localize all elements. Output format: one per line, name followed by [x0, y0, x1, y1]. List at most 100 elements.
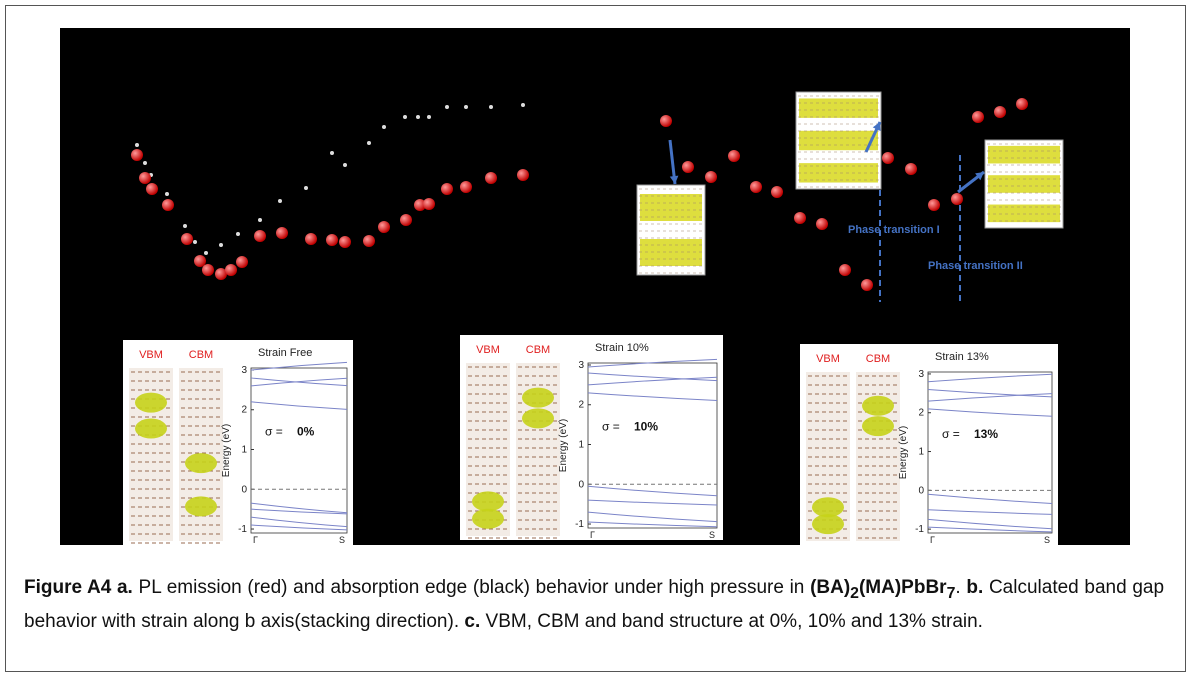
pl-marker: [705, 171, 717, 183]
caption-label: c.: [464, 611, 480, 632]
absorption-marker: [445, 105, 449, 109]
pl-marker: [441, 183, 453, 195]
pl-marker: [972, 111, 984, 123]
pl-marker: [882, 152, 894, 164]
cbm-label: CBM: [189, 349, 213, 361]
absorption-marker: [427, 115, 431, 119]
x-tick-label: Γ: [253, 535, 258, 545]
absorption-marker: [367, 141, 371, 145]
pl-marker: [1016, 98, 1028, 110]
orbital: [135, 393, 167, 413]
octahedra-layer: [799, 98, 878, 117]
pl-marker: [928, 199, 940, 211]
octahedra-layer: [640, 239, 702, 266]
absorption-marker: [521, 103, 525, 107]
pl-marker: [194, 255, 206, 267]
pl-marker: [363, 235, 375, 247]
orbital: [472, 509, 504, 529]
y-tick-label: -1: [575, 519, 584, 530]
pl-marker: [423, 198, 435, 210]
x-tick-label: Γ: [930, 535, 935, 545]
figure: Phase transition I Phase transition II V…: [0, 0, 1193, 560]
pl-marker: [839, 264, 851, 276]
y-tick-label: 2: [578, 400, 584, 411]
y-tick-label: 3: [918, 369, 924, 380]
pl-marker: [181, 233, 193, 245]
absorption-marker: [183, 224, 187, 228]
sigma-value: 0%: [297, 425, 315, 439]
formula-sub: 2: [850, 585, 859, 602]
panel-title: Strain Free: [258, 347, 312, 359]
orbital: [135, 419, 167, 439]
pl-marker: [994, 106, 1006, 118]
orbital: [812, 514, 844, 534]
y-tick-label: -1: [238, 524, 247, 535]
pl-marker: [400, 214, 412, 226]
y-tick-label: 2: [241, 405, 247, 416]
orbital: [522, 408, 554, 428]
absorption-marker: [143, 161, 147, 165]
orbital: [185, 453, 217, 473]
cbm-label: CBM: [526, 344, 550, 356]
pl-marker: [305, 233, 317, 245]
y-axis-label: Energy (eV): [221, 424, 232, 477]
absorption-marker: [258, 218, 262, 222]
cbm-label: CBM: [866, 353, 890, 365]
annotation: Phase transition II: [928, 260, 1023, 272]
pl-marker: [905, 163, 917, 175]
pl-marker: [517, 169, 529, 181]
pl-marker: [750, 181, 762, 193]
orbital: [185, 496, 217, 516]
y-tick-label: 1: [241, 445, 247, 456]
absorption-marker: [165, 192, 169, 196]
y-tick-label: 1: [578, 440, 584, 451]
y-tick-label: 1: [918, 447, 924, 458]
pl-marker: [139, 172, 151, 184]
annotation: Phase transition I: [848, 224, 940, 236]
vbm-label: VBM: [816, 353, 840, 365]
sigma-prefix: σ =: [602, 420, 620, 434]
sigma-value: 10%: [634, 420, 658, 434]
y-tick-label: -1: [915, 524, 924, 535]
sigma-prefix: σ =: [942, 427, 960, 441]
panel-title: Strain 13%: [935, 351, 989, 363]
absorption-marker: [304, 186, 308, 190]
pl-marker: [162, 199, 174, 211]
octahedra-layer: [799, 131, 878, 150]
caption-text: VBM, CBM and band structure at 0%, 10% a…: [486, 611, 983, 632]
caption: Figure A4 a. PL emission (red) and absor…: [24, 574, 1164, 636]
pl-marker: [202, 264, 214, 276]
pl-marker: [131, 149, 143, 161]
pl-marker: [225, 264, 237, 276]
absorption-marker: [236, 232, 240, 236]
formula-part: (MA)PbBr: [859, 577, 947, 598]
octahedra-layer: [988, 175, 1060, 193]
pl-marker: [460, 181, 472, 193]
absorption-marker: [382, 125, 386, 129]
caption-label: b.: [966, 577, 983, 598]
orbital: [472, 491, 504, 511]
y-axis-label: Energy (eV): [558, 419, 569, 472]
caption-label: Figure A4 a.: [24, 577, 133, 598]
absorption-marker: [135, 143, 139, 147]
absorption-marker: [403, 115, 407, 119]
vbm-label: VBM: [476, 344, 500, 356]
x-tick-label: S: [1044, 535, 1050, 545]
y-tick-label: 2: [918, 408, 924, 419]
pl-marker: [771, 186, 783, 198]
sigma-value: 13%: [974, 427, 998, 441]
pl-marker: [326, 234, 338, 246]
pl-marker: [682, 161, 694, 173]
pl-marker: [660, 115, 672, 127]
y-tick-label: 0: [241, 484, 247, 495]
orbital: [862, 396, 894, 416]
pl-marker: [861, 279, 873, 291]
absorption-marker: [343, 163, 347, 167]
y-tick-label: 3: [241, 365, 247, 376]
absorption-marker: [219, 243, 223, 247]
orbital: [862, 416, 894, 436]
y-tick-label: 3: [578, 360, 584, 371]
orbital: [522, 388, 554, 408]
pl-marker: [728, 150, 740, 162]
pl-marker: [254, 230, 266, 242]
